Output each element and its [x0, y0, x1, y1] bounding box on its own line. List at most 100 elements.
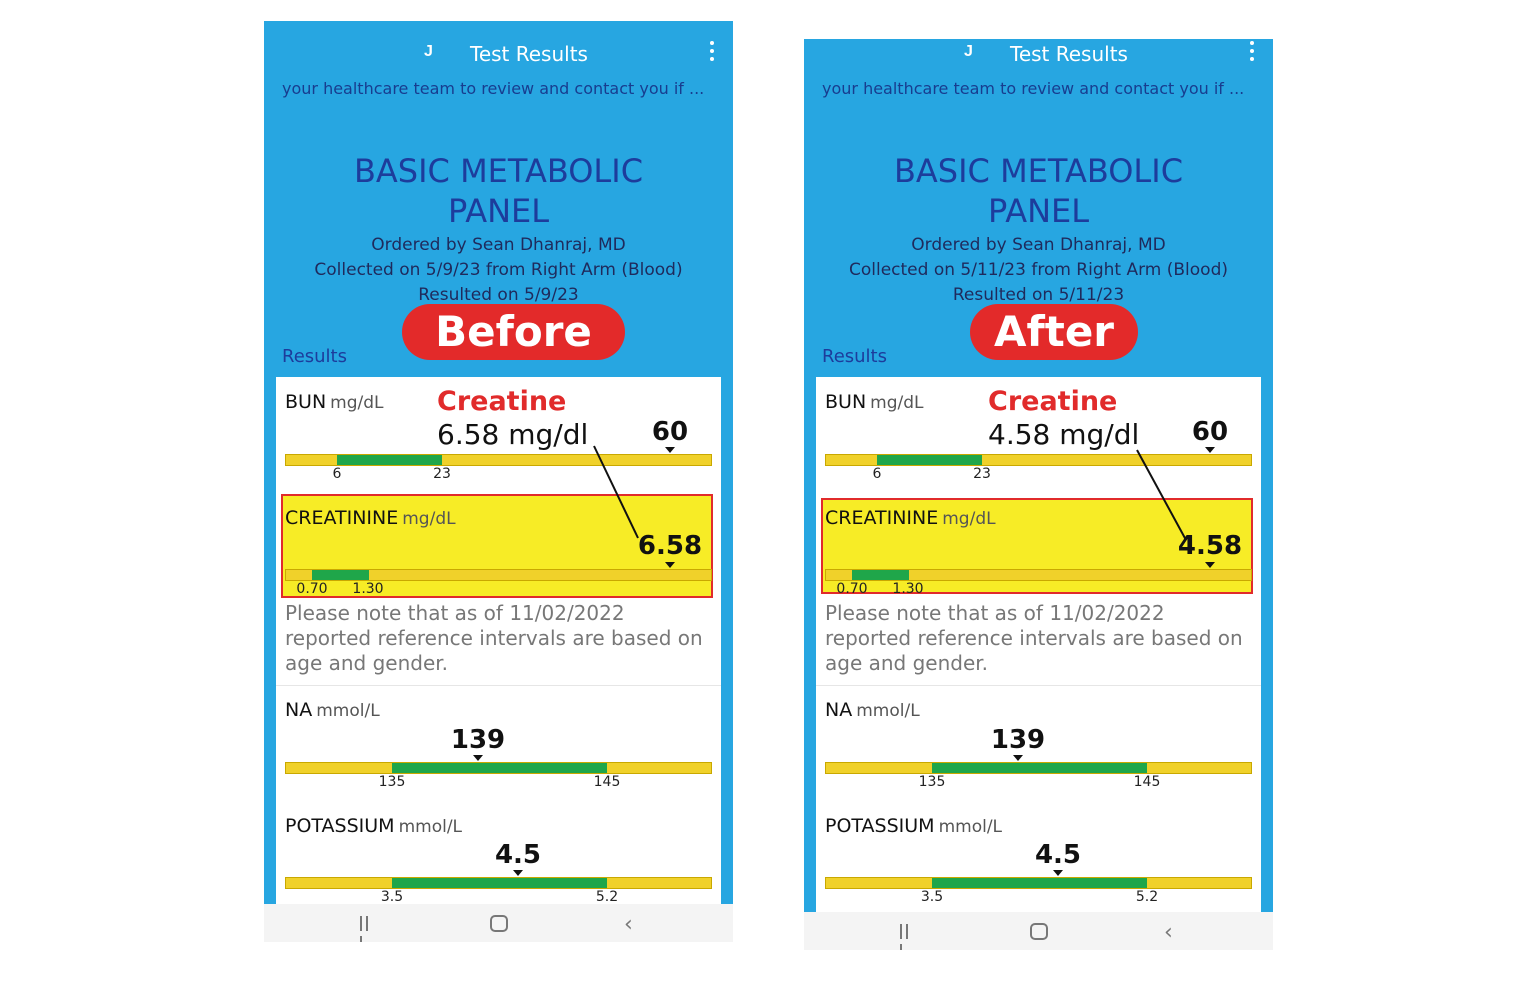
- na-label: NA mmol/L: [285, 699, 380, 721]
- panel-title: BASIC METABOLIC PANEL: [264, 151, 733, 231]
- potassium-marker: [1053, 870, 1063, 876]
- creatinine-marker: [1205, 562, 1215, 568]
- phone-screen-before: J Test Results your healthcare team to r…: [264, 21, 733, 942]
- home-icon[interactable]: [490, 915, 508, 932]
- phone-screen-after: J Test Results your healthcare team to r…: [804, 39, 1273, 950]
- results-section-label: Results: [822, 346, 887, 367]
- potassium-name: POTASSIUM: [825, 815, 935, 837]
- system-nav-bar: ‹: [804, 912, 1273, 950]
- home-icon[interactable]: [1030, 923, 1048, 940]
- na-high-tick: 145: [593, 774, 621, 790]
- creatinine-label: CREATININE mg/dL: [825, 507, 996, 529]
- na-unit: mmol/L: [316, 701, 380, 721]
- collected-on: Collected on 5/9/23 from Right Arm (Bloo…: [314, 260, 683, 280]
- after-annotation-value: 4.58 mg/dl: [988, 418, 1140, 451]
- ordered-by: Ordered by Sean Dhanraj, MD: [911, 235, 1166, 255]
- bun-value: 60: [1191, 417, 1229, 447]
- potassium-range-bar: [285, 877, 712, 889]
- avatar[interactable]: J: [964, 43, 973, 60]
- bun-name: BUN: [825, 391, 867, 413]
- potassium-high-tick: 5.2: [1135, 889, 1159, 905]
- bun-high-tick: 23: [433, 466, 451, 482]
- bun-label: BUN mg/dL: [825, 391, 924, 413]
- creatinine-low-tick: 0.70: [836, 581, 868, 597]
- avatar[interactable]: J: [424, 43, 433, 60]
- panel-title-line-2: PANEL: [447, 192, 550, 230]
- bun-range-bar: [285, 454, 712, 466]
- reference-note: Please note that as of 11/02/2022 report…: [825, 601, 1243, 675]
- before-pointer-line: [593, 445, 639, 539]
- creatinine-name: CREATININE: [285, 507, 399, 529]
- before-annotation-value: 6.58 mg/dl: [437, 418, 589, 451]
- system-nav-bar: ‹: [264, 904, 733, 942]
- back-icon[interactable]: ‹: [1164, 920, 1173, 945]
- na-low-tick: 135: [378, 774, 406, 790]
- creatinine-range-bar: [285, 569, 712, 581]
- results-card: BUN mg/dL 60 6 23 CREATININE mg/dL 6.58 0.…: [276, 377, 721, 907]
- creatinine-label: CREATININE mg/dL: [285, 507, 456, 529]
- more-menu-icon[interactable]: [707, 41, 717, 63]
- na-marker: [473, 755, 483, 761]
- after-pointer-line: [1136, 449, 1187, 541]
- creatinine-marker: [665, 562, 675, 568]
- na-unit: mmol/L: [856, 701, 920, 721]
- creatinine-normal-range: [852, 570, 909, 580]
- bun-low-tick: 6: [872, 466, 882, 482]
- before-badge: Before: [402, 304, 625, 360]
- bun-unit: mg/dL: [870, 393, 924, 413]
- na-normal-range: [392, 763, 607, 773]
- panel-title-line-1: BASIC METABOLIC: [353, 152, 644, 190]
- creatinine-low-tick: 0.70: [296, 581, 328, 597]
- creatinine-range-bar: [825, 569, 1252, 581]
- bun-normal-range: [337, 455, 442, 465]
- potassium-marker: [513, 870, 523, 876]
- bun-name: BUN: [285, 391, 327, 413]
- bun-marker: [1205, 447, 1215, 453]
- potassium-high-tick: 5.2: [595, 889, 619, 905]
- panel-title: BASIC METABOLIC PANEL: [804, 151, 1273, 231]
- panel-title-line-1: BASIC METABOLIC: [893, 152, 1184, 190]
- results-card: BUN mg/dL 60 6 23 CREATININE mg/dL 4.58 0.…: [816, 377, 1261, 912]
- potassium-range-bar: [825, 877, 1252, 889]
- app-header: J Test Results: [804, 39, 1273, 79]
- divider: [816, 685, 1261, 686]
- more-menu-icon[interactable]: [1247, 41, 1257, 63]
- bun-marker: [665, 447, 675, 453]
- resulted-on: Resulted on 5/11/23: [952, 285, 1125, 305]
- creatinine-unit: mg/dL: [402, 509, 456, 529]
- creatinine-high-tick: 1.30: [352, 581, 384, 597]
- recent-apps-icon[interactable]: [360, 916, 376, 942]
- na-high-tick: 145: [1133, 774, 1161, 790]
- potassium-value: 4.5: [494, 840, 542, 870]
- bun-range-bar: [825, 454, 1252, 466]
- potassium-normal-range: [932, 878, 1147, 888]
- back-icon[interactable]: ‹: [624, 912, 633, 937]
- na-normal-range: [932, 763, 1147, 773]
- divider: [276, 685, 721, 686]
- after-annotation-title: Creatine: [988, 386, 1118, 417]
- bun-unit: mg/dL: [330, 393, 384, 413]
- bun-value: 60: [651, 417, 689, 447]
- before-annotation-title: Creatine: [437, 386, 567, 417]
- na-range-bar: [825, 762, 1252, 774]
- potassium-low-tick: 3.5: [380, 889, 404, 905]
- ordered-by: Ordered by Sean Dhanraj, MD: [371, 235, 626, 255]
- potassium-normal-range: [392, 878, 607, 888]
- potassium-value: 4.5: [1034, 840, 1082, 870]
- results-section-label: Results: [282, 346, 347, 367]
- recent-apps-icon[interactable]: [900, 924, 916, 950]
- creatinine-high-tick: 1.30: [892, 581, 924, 597]
- app-header: J Test Results: [264, 21, 733, 79]
- page-title: Test Results: [1010, 42, 1128, 66]
- na-value: 139: [990, 725, 1046, 755]
- after-badge: After: [970, 304, 1138, 360]
- potassium-unit: mmol/L: [398, 817, 463, 837]
- potassium-label: POTASSIUM mmol/L: [285, 815, 462, 837]
- potassium-name: POTASSIUM: [285, 815, 395, 837]
- bun-low-tick: 6: [332, 466, 342, 482]
- bun-normal-range: [877, 455, 982, 465]
- creatinine-normal-range: [312, 570, 369, 580]
- bun-label: BUN mg/dL: [285, 391, 384, 413]
- na-name: NA: [825, 699, 853, 721]
